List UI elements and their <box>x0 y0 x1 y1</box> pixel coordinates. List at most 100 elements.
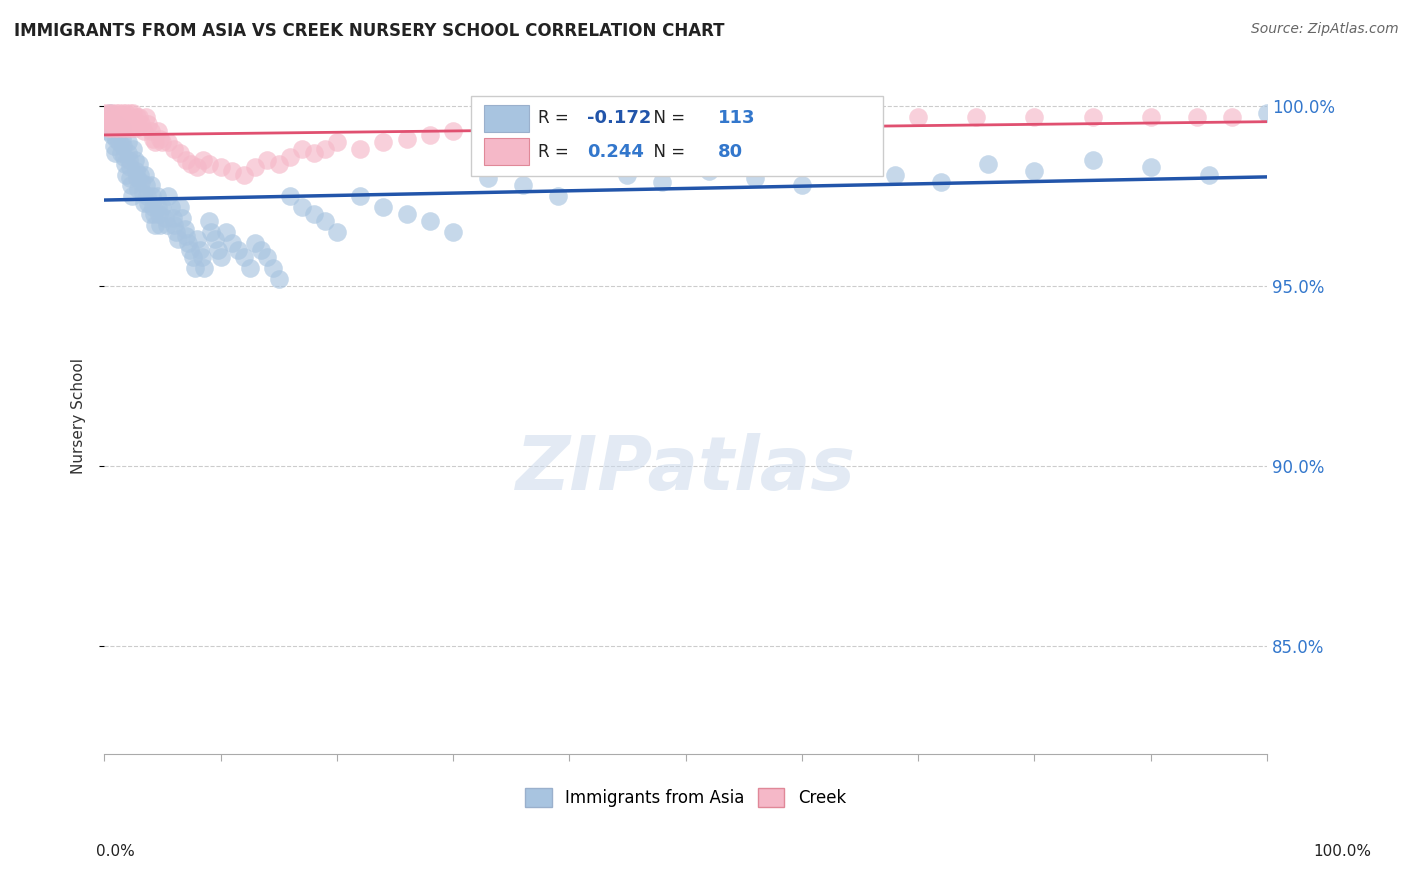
Point <box>169 146 191 161</box>
Point <box>124 113 146 128</box>
Text: 100.0%: 100.0% <box>1313 845 1371 859</box>
Point <box>616 120 638 135</box>
Point <box>138 196 160 211</box>
Point <box>97 113 120 128</box>
Point <box>278 150 301 164</box>
Point <box>291 143 314 157</box>
Point <box>172 211 194 225</box>
Text: -0.172: -0.172 <box>586 109 651 127</box>
Point <box>139 178 162 193</box>
Point <box>98 106 121 120</box>
Point <box>97 120 120 135</box>
Point <box>148 207 170 221</box>
Point <box>114 157 136 171</box>
Point <box>103 113 125 128</box>
Point <box>419 128 441 142</box>
Point <box>132 124 155 138</box>
Point <box>118 171 141 186</box>
Text: R =: R = <box>538 109 574 127</box>
FancyBboxPatch shape <box>485 104 529 132</box>
Point <box>111 120 134 135</box>
Point <box>907 110 929 124</box>
Point <box>419 214 441 228</box>
Point <box>221 235 243 250</box>
Point <box>111 131 134 145</box>
Point <box>193 261 215 276</box>
Point <box>931 175 953 189</box>
Point <box>1185 110 1208 124</box>
Point <box>180 157 202 171</box>
Point <box>651 175 673 189</box>
Text: 0.0%: 0.0% <box>96 845 135 859</box>
Point <box>120 178 142 193</box>
Point <box>209 251 232 265</box>
Point <box>1081 110 1104 124</box>
Point <box>94 106 117 120</box>
Point <box>157 135 180 149</box>
Point <box>117 146 139 161</box>
Point <box>177 235 200 250</box>
Point <box>547 189 569 203</box>
Point <box>1256 106 1278 120</box>
Point <box>122 106 145 120</box>
Point <box>111 106 134 120</box>
Point <box>1139 110 1161 124</box>
Point <box>166 232 188 246</box>
Point <box>512 178 534 193</box>
Point <box>883 168 905 182</box>
Point <box>124 153 146 168</box>
Point <box>267 272 290 286</box>
Point <box>191 153 214 168</box>
Point <box>131 117 153 131</box>
Point <box>104 117 127 131</box>
Point <box>121 189 143 203</box>
Point <box>977 157 1000 171</box>
Point <box>256 153 278 168</box>
Point <box>125 171 148 186</box>
Point <box>128 157 150 171</box>
Point <box>146 124 169 138</box>
Point <box>245 161 267 175</box>
Point <box>232 251 254 265</box>
Point <box>146 200 169 214</box>
Point <box>114 120 136 135</box>
Point <box>512 124 534 138</box>
Point <box>136 189 159 203</box>
Point <box>128 110 150 124</box>
Point <box>186 161 208 175</box>
Point <box>104 131 127 145</box>
Point <box>1024 110 1046 124</box>
Point <box>101 106 124 120</box>
Point <box>125 164 148 178</box>
Point <box>134 168 156 182</box>
Point <box>120 113 142 128</box>
Point <box>547 120 569 135</box>
Point <box>169 200 191 214</box>
Point <box>200 225 222 239</box>
FancyBboxPatch shape <box>471 95 883 176</box>
Point <box>314 214 336 228</box>
Point <box>395 207 418 221</box>
Point <box>207 244 229 258</box>
Point <box>139 124 162 138</box>
Point <box>239 261 262 276</box>
Point <box>165 225 187 239</box>
Point <box>145 189 167 203</box>
Point <box>163 218 186 232</box>
Point <box>179 244 201 258</box>
Point <box>115 106 138 120</box>
Point <box>104 146 127 161</box>
Point <box>477 171 499 186</box>
Text: IMMIGRANTS FROM ASIA VS CREEK NURSERY SCHOOL CORRELATION CHART: IMMIGRANTS FROM ASIA VS CREEK NURSERY SC… <box>14 22 724 40</box>
Text: Source: ZipAtlas.com: Source: ZipAtlas.com <box>1251 22 1399 37</box>
Point <box>1024 164 1046 178</box>
Point <box>349 189 371 203</box>
Point <box>744 117 766 131</box>
Point <box>181 251 204 265</box>
Point <box>184 261 207 276</box>
Point <box>135 178 157 193</box>
Point <box>111 138 134 153</box>
Point <box>105 113 128 128</box>
Point <box>221 164 243 178</box>
Point <box>110 113 132 128</box>
